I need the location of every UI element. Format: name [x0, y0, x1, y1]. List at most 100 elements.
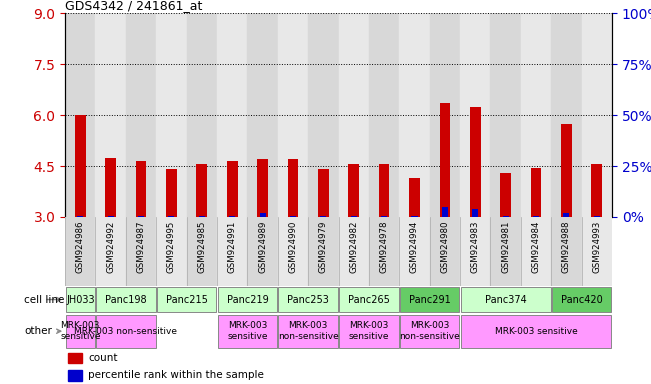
Text: GSM924992: GSM924992 [106, 220, 115, 273]
Text: GSM924980: GSM924980 [440, 220, 449, 273]
Text: cell line: cell line [24, 295, 64, 305]
Text: GSM924994: GSM924994 [410, 220, 419, 273]
Text: GDS4342 / 241861_at: GDS4342 / 241861_at [65, 0, 202, 12]
Bar [96, 13, 126, 217]
Text: GSM924986: GSM924986 [76, 220, 85, 273]
Bar [290, 216, 296, 217]
Bar [461, 287, 551, 312]
Text: GSM924982: GSM924982 [349, 220, 358, 273]
Bar [279, 315, 338, 348]
Text: GSM924990: GSM924990 [288, 220, 298, 273]
Bar [68, 370, 81, 381]
Text: Panc215: Panc215 [166, 295, 208, 305]
Bar [399, 217, 430, 286]
Bar [320, 216, 326, 217]
Bar [400, 315, 460, 348]
Bar [260, 213, 266, 217]
Bar [531, 168, 541, 217]
Bar [107, 216, 114, 217]
Text: MRK-003
sensitive: MRK-003 sensitive [227, 321, 268, 341]
Bar [461, 315, 611, 348]
Bar [197, 164, 207, 217]
Text: GSM924991: GSM924991 [228, 220, 237, 273]
Bar [217, 217, 247, 286]
Bar [521, 217, 551, 286]
Text: GSM924995: GSM924995 [167, 220, 176, 273]
Bar [318, 169, 329, 217]
Bar [591, 164, 602, 217]
Bar [156, 217, 187, 286]
Bar [65, 217, 96, 286]
Bar [217, 315, 277, 348]
Bar [308, 13, 339, 217]
Bar [442, 207, 448, 217]
Bar [503, 216, 508, 217]
Bar [460, 13, 490, 217]
Bar [187, 13, 217, 217]
Text: Panc219: Panc219 [227, 295, 268, 305]
Bar [399, 13, 430, 217]
Text: count: count [88, 353, 118, 363]
Bar [581, 13, 612, 217]
Text: GSM924989: GSM924989 [258, 220, 267, 273]
Text: Panc253: Panc253 [287, 295, 329, 305]
Bar [339, 217, 369, 286]
Bar [521, 13, 551, 217]
Bar [187, 217, 217, 286]
Bar [278, 217, 308, 286]
Bar [490, 13, 521, 217]
Bar [552, 287, 611, 312]
Bar [563, 213, 570, 217]
Bar [339, 315, 398, 348]
Bar [348, 164, 359, 217]
Bar [66, 287, 95, 312]
Text: GSM924993: GSM924993 [592, 220, 602, 273]
Bar [561, 124, 572, 217]
Bar [339, 13, 369, 217]
Bar [470, 107, 480, 217]
Bar [430, 217, 460, 286]
Bar [96, 217, 126, 286]
Bar [247, 217, 278, 286]
Text: MRK-003
non-sensitive: MRK-003 non-sensitive [278, 321, 339, 341]
Text: Panc420: Panc420 [561, 295, 602, 305]
Bar [65, 13, 96, 217]
Bar [126, 217, 156, 286]
Text: GSM924984: GSM924984 [531, 220, 540, 273]
Bar [138, 216, 144, 217]
Text: MRK-003
sensitive: MRK-003 sensitive [349, 321, 389, 341]
Bar [279, 287, 338, 312]
Bar [460, 217, 490, 286]
Bar [77, 216, 83, 217]
Bar [439, 103, 450, 217]
Text: GSM924988: GSM924988 [562, 220, 571, 273]
Bar [369, 217, 399, 286]
Bar [75, 115, 86, 217]
Bar [490, 217, 521, 286]
Bar [500, 173, 511, 217]
Text: percentile rank within the sample: percentile rank within the sample [88, 370, 264, 381]
Bar [581, 217, 612, 286]
Bar [411, 216, 417, 217]
Bar [308, 217, 339, 286]
Bar [288, 159, 298, 217]
Bar [257, 159, 268, 217]
Text: GSM924983: GSM924983 [471, 220, 480, 273]
Bar [227, 161, 238, 217]
Bar [381, 216, 387, 217]
Bar [96, 315, 156, 348]
Bar [247, 13, 278, 217]
Text: MRK-003 non-sensitive: MRK-003 non-sensitive [74, 327, 177, 336]
Bar [229, 216, 235, 217]
Bar [400, 287, 460, 312]
Bar [594, 216, 600, 217]
Bar [105, 157, 116, 217]
Bar [278, 13, 308, 217]
Bar [217, 13, 247, 217]
Bar [96, 287, 156, 312]
Bar [157, 287, 216, 312]
Bar [533, 216, 539, 217]
Bar [369, 13, 399, 217]
Bar [169, 216, 174, 217]
Text: GSM924979: GSM924979 [319, 220, 328, 273]
